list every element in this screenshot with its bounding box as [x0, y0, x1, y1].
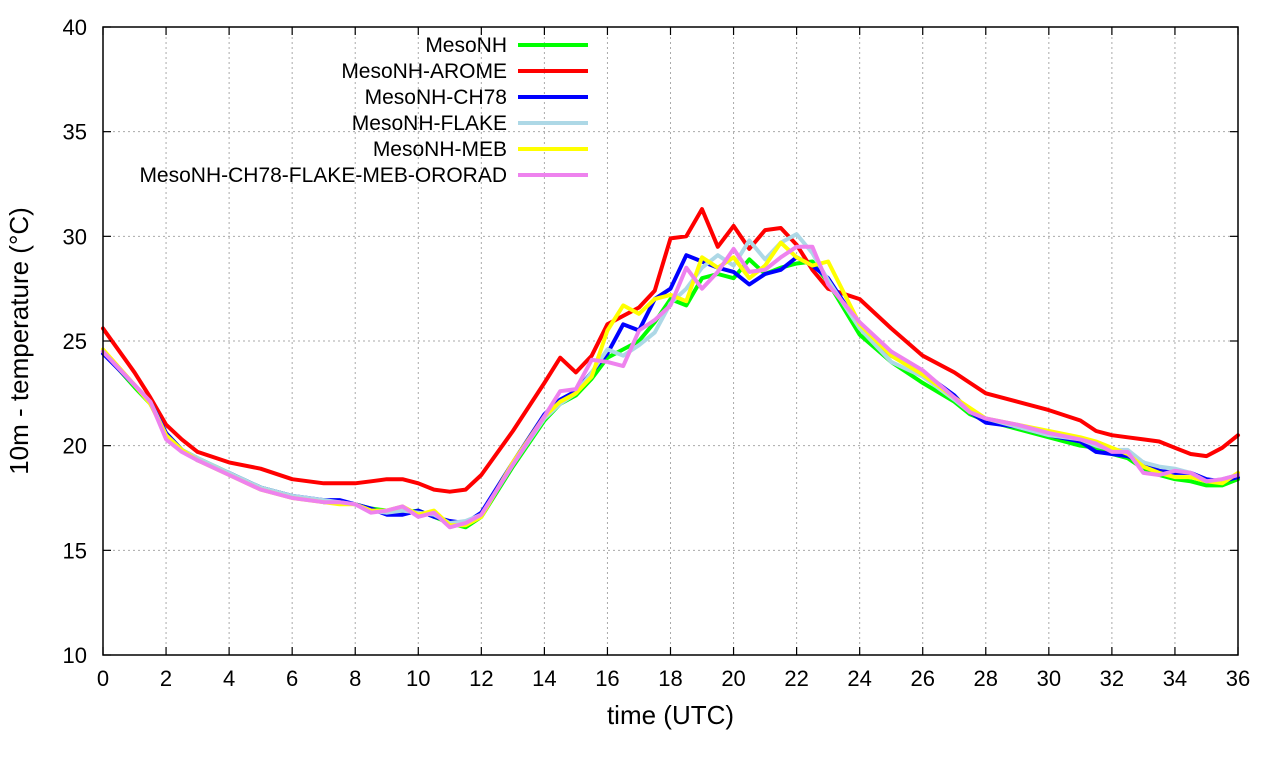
x-tick-label: 28: [974, 666, 998, 691]
x-tick-label: 14: [532, 666, 556, 691]
grid: [103, 27, 1238, 655]
x-tick-label: 2: [160, 666, 172, 691]
x-tick-label: 18: [658, 666, 682, 691]
x-tick-label: 34: [1163, 666, 1187, 691]
legend-label: MesoNH-FLAKE: [352, 112, 507, 135]
x-tick-label: 20: [721, 666, 745, 691]
x-tick-label: 24: [847, 666, 871, 691]
axis-ticks: 0 2 4 6 8 10 12 14 16 18 20 22 24 26 28 30 32 34 361015202…: [63, 15, 1251, 691]
series-line: [101, 244, 1240, 530]
x-tick-label: 0: [97, 666, 109, 691]
y-tick-label: 30: [63, 224, 87, 249]
y-tick-label: 10: [63, 643, 87, 668]
legend: MesoNH MesoNH-AROME MesoNH-CH78 MesoNH-FLAK…: [139, 34, 588, 187]
x-tick-label: 4: [223, 666, 235, 691]
x-axis-title: time (UTC): [607, 700, 734, 730]
series-lines: [101, 207, 1240, 530]
x-tick-label: 22: [784, 666, 808, 691]
legend-label: MesoNH-CH78: [365, 86, 507, 109]
y-tick-label: 15: [63, 538, 87, 563]
y-tick-label: 35: [63, 120, 87, 145]
x-tick-label: 16: [595, 666, 619, 691]
x-tick-label: 30: [1037, 666, 1061, 691]
y-axis-title: 10m - temperature (°C): [4, 207, 34, 475]
y-tick-label: 25: [63, 329, 87, 354]
y-tick-label: 20: [63, 434, 87, 459]
x-tick-label: 10: [406, 666, 430, 691]
x-tick-label: 32: [1100, 666, 1124, 691]
x-tick-label: 6: [286, 666, 298, 691]
legend-label: MesoNH-AROME: [341, 60, 507, 83]
legend-label: MesoNH-MEB: [373, 138, 507, 161]
x-tick-label: 12: [469, 666, 493, 691]
x-tick-label: 26: [910, 666, 934, 691]
legend-label: MesoNH-CH78-FLAKE-MEB-ORORAD: [139, 164, 507, 187]
x-tick-label: 36: [1226, 666, 1250, 691]
x-tick-label: 8: [349, 666, 361, 691]
series-line: [101, 207, 1240, 494]
y-tick-label: 40: [63, 15, 87, 40]
legend-label: MesoNH: [425, 34, 507, 57]
